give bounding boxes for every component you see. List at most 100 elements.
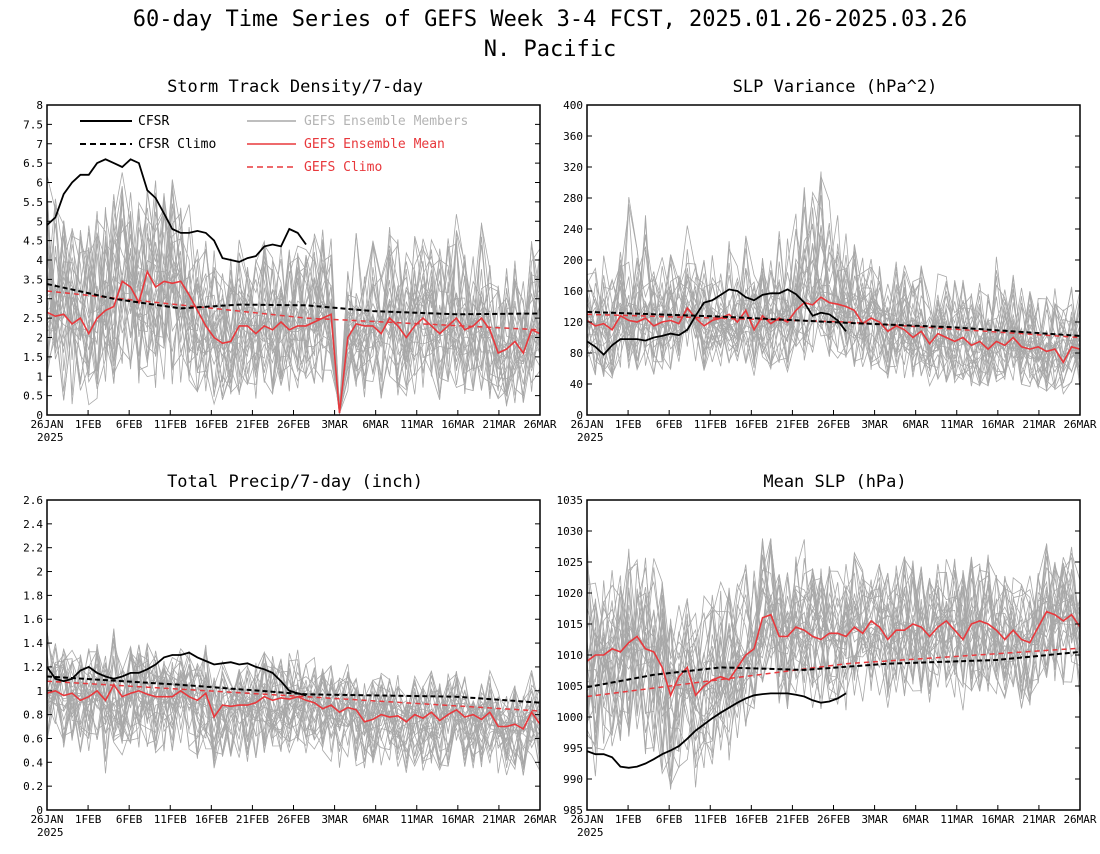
slp-variance-xtick-label: 21FEB	[776, 418, 809, 431]
panel-storm-track: Storm Track Density/7-day 0 0.5 1 1.5 2 2.5 3 3…	[23, 77, 557, 444]
storm-track-member-line	[46, 194, 541, 414]
panel-title-mean-slp: Mean SLP (hPa)	[763, 472, 906, 492]
slp-variance-xtick-label: 11MAR	[940, 418, 973, 431]
slp-variance-member-line	[586, 207, 1081, 381]
total-precip-ytick-label: 1.4	[23, 637, 43, 650]
slp-variance-ytick-label: 160	[563, 285, 583, 298]
total-precip-xtick-label: 26FEB	[277, 813, 310, 826]
total-precip-xtick-label: 6FEB	[116, 813, 143, 826]
slp-variance-ytick-label: 240	[563, 223, 583, 236]
total-precip-ensemble-members	[46, 628, 541, 776]
mean-slp-xtick-label: 6FEB	[656, 813, 683, 826]
mean-slp-ytick-label: 1010	[557, 649, 584, 662]
slp-variance-ytick-label: 120	[563, 316, 583, 329]
slp-variance-xtick-label: 26FEB	[817, 418, 850, 431]
total-precip-ytick-label: 1.2	[23, 661, 43, 674]
total-precip-member-line	[46, 640, 541, 758]
mean-slp-xtick-label: 21FEB	[776, 813, 809, 826]
mean-slp-ytick-label: 1020	[557, 587, 584, 600]
total-precip-ytick-label: 0.6	[23, 732, 43, 745]
storm-track-xtick-label: 26FEB	[277, 418, 310, 431]
storm-track-member-line	[46, 207, 541, 413]
slp-variance-xtick-label: 11FEB	[694, 418, 727, 431]
mean-slp-year-label: 2025	[577, 826, 604, 839]
total-precip-xtick-label: 3MAR	[321, 813, 348, 826]
slp-variance-xtick-label: 16MAR	[981, 418, 1014, 431]
slp-variance-member-line	[586, 266, 1081, 387]
mean-slp-ytick-label: 1005	[557, 680, 584, 693]
total-precip-ytick-label: 2.6	[23, 494, 43, 507]
legend: CFSR CFSR Climo GEFS Ensemble Members GE…	[80, 114, 468, 175]
slp-variance-ytick-label: 0	[576, 409, 583, 422]
mean-slp-xtick-label: 26JAN	[570, 813, 603, 826]
total-precip-xtick-label: 11FEB	[154, 813, 187, 826]
storm-track-xtick-label: 16MAR	[441, 418, 474, 431]
total-precip-xtick-label: 16FEB	[195, 813, 228, 826]
mean-slp-xtick-label: 21MAR	[1022, 813, 1055, 826]
total-precip-ytick-label: 1	[36, 685, 43, 698]
storm-track-ensemble-mean-line	[46, 269, 541, 414]
total-precip-member-line	[46, 653, 541, 769]
mean-slp-member-line	[586, 539, 1081, 746]
total-precip-ytick-label: 1.8	[23, 589, 43, 602]
legend-members-label: GEFS Ensemble Members	[304, 114, 468, 129]
storm-track-xtick-label: 26JAN	[30, 418, 63, 431]
storm-track-ensemble-members	[46, 172, 541, 415]
storm-track-xtick-label: 26MAR	[523, 418, 556, 431]
total-precip-member-line	[46, 631, 541, 767]
mean-slp-ensemble-mean-line	[586, 610, 1081, 698]
total-precip-xtick-label: 21MAR	[482, 813, 515, 826]
panel-title-slp-variance: SLP Variance (hPa^2)	[733, 77, 938, 97]
mean-slp-xtick-label: 11FEB	[694, 813, 727, 826]
panel-total-precip: Total Precip/7-day (inch) 0 0.2 0.4 0.6 0.8 1…	[23, 472, 557, 839]
total-precip-year-label: 2025	[37, 826, 64, 839]
total-precip-ytick-label: 0.8	[23, 709, 43, 722]
slp-variance-ytick-label: 320	[563, 161, 583, 174]
mean-slp-xtick-label: 16FEB	[735, 813, 768, 826]
storm-track-xtick-label: 6FEB	[116, 418, 143, 431]
total-precip-ytick-label: 1.6	[23, 613, 43, 626]
slp-variance-member-line	[586, 231, 1081, 387]
figure-title: 60-day Time Series of GEFS Week 3-4 FCST…	[133, 7, 967, 32]
total-precip-member-line	[46, 642, 541, 765]
mean-slp-ytick-label: 1000	[557, 711, 584, 724]
storm-track-xtick-label: 21FEB	[236, 418, 269, 431]
total-precip-cfsr-climo-line	[46, 675, 541, 704]
storm-track-ytick-label: 8	[36, 99, 43, 112]
slp-variance-xtick-label: 26MAR	[1063, 418, 1096, 431]
mean-slp-member-line	[586, 566, 1081, 787]
slp-variance-ytick-label: 280	[563, 192, 583, 205]
storm-track-ytick-label: 1	[36, 370, 43, 383]
total-precip-xtick-label: 21FEB	[236, 813, 269, 826]
storm-track-member-line	[46, 193, 541, 409]
mean-slp-cfsr-climo-line	[586, 650, 1081, 689]
total-precip-xtick-label: 1FEB	[75, 813, 102, 826]
slp-variance-cfsr-line	[586, 288, 847, 356]
mean-slp-xtick-label: 3MAR	[861, 813, 888, 826]
slp-variance-xtick-label: 1FEB	[615, 418, 642, 431]
storm-track-member-line	[46, 223, 541, 414]
mean-slp-xtick-label: 6MAR	[902, 813, 929, 826]
storm-track-member-line	[46, 201, 541, 415]
slp-variance-xtick-label: 21MAR	[1022, 418, 1055, 431]
storm-track-xtick-label: 6MAR	[362, 418, 389, 431]
slp-variance-ytick-label: 40	[570, 378, 583, 391]
storm-track-xtick-label: 11MAR	[400, 418, 433, 431]
slp-variance-member-line	[586, 221, 1081, 390]
mean-slp-gefs-climo-line	[586, 647, 1081, 698]
total-precip-gefs-climo-line	[46, 680, 541, 712]
storm-track-xtick-label: 16FEB	[195, 418, 228, 431]
storm-track-ytick-label: 3	[36, 293, 43, 306]
storm-track-ytick-label: 0.5	[23, 390, 43, 403]
panel-title-storm-track: Storm Track Density/7-day	[167, 77, 423, 97]
mean-slp-ytick-label: 990	[563, 773, 583, 786]
slp-variance-xtick-label: 16FEB	[735, 418, 768, 431]
storm-track-xtick-label: 11FEB	[154, 418, 187, 431]
slp-variance-xtick-label: 3MAR	[861, 418, 888, 431]
total-precip-ytick-label: 0.2	[23, 780, 43, 793]
total-precip-ensemble-mean-line	[46, 683, 541, 731]
legend-cfsr-climo-label: CFSR Climo	[138, 137, 216, 152]
panel-title-total-precip: Total Precip/7-day (inch)	[167, 472, 423, 492]
storm-track-member-line	[46, 211, 541, 415]
